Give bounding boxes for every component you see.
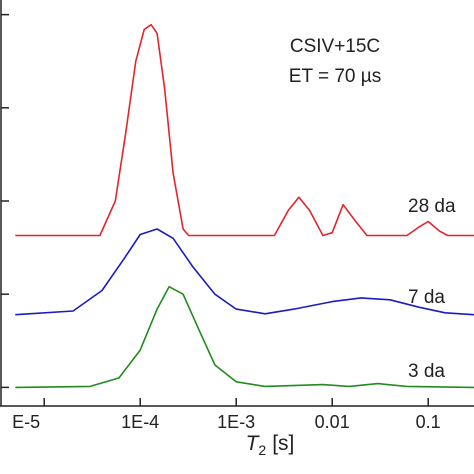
series-line bbox=[15, 228, 474, 316]
x-axis-unit: [s] bbox=[272, 432, 294, 455]
series-label: 7 da bbox=[408, 287, 445, 308]
x-axis-title: T2 [s] bbox=[246, 432, 295, 458]
series-label: 3 da bbox=[408, 361, 445, 382]
series-label: 28 da bbox=[408, 196, 456, 217]
annotation: CSIV+15C bbox=[290, 36, 380, 57]
x-axis-symbol: T bbox=[246, 432, 261, 455]
x-tick-label: 0.01 bbox=[315, 412, 350, 432]
series-line bbox=[15, 23, 474, 237]
annotation: ET = 70 µs bbox=[289, 66, 381, 87]
x-tick-label: 0.1 bbox=[416, 412, 441, 432]
x-axis-subscript: 2 bbox=[258, 442, 266, 458]
x-tick-label: 1E-4 bbox=[121, 412, 159, 432]
x-tick-label: 1E-3 bbox=[217, 412, 255, 432]
series-line bbox=[15, 285, 474, 389]
x-tick-label: E-5 bbox=[12, 412, 40, 432]
